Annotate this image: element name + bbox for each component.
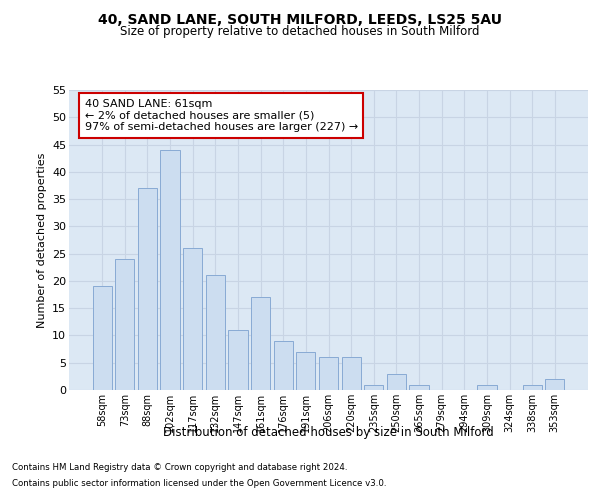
Text: Contains public sector information licensed under the Open Government Licence v3: Contains public sector information licen… — [12, 478, 386, 488]
Bar — [206, 276, 225, 390]
Bar — [364, 384, 383, 390]
Text: Distribution of detached houses by size in South Milford: Distribution of detached houses by size … — [163, 426, 494, 439]
Bar — [477, 384, 497, 390]
Bar — [274, 341, 293, 390]
Bar — [138, 188, 157, 390]
Bar — [296, 352, 316, 390]
Text: Size of property relative to detached houses in South Milford: Size of property relative to detached ho… — [120, 25, 480, 38]
Bar — [160, 150, 180, 390]
Bar — [523, 384, 542, 390]
Bar — [229, 330, 248, 390]
Bar — [251, 298, 270, 390]
Bar — [92, 286, 112, 390]
Bar — [387, 374, 406, 390]
Bar — [115, 259, 134, 390]
Bar — [319, 358, 338, 390]
Text: 40 SAND LANE: 61sqm
← 2% of detached houses are smaller (5)
97% of semi-detached: 40 SAND LANE: 61sqm ← 2% of detached hou… — [85, 99, 358, 132]
Bar — [545, 379, 565, 390]
Bar — [409, 384, 428, 390]
Bar — [341, 358, 361, 390]
Text: 40, SAND LANE, SOUTH MILFORD, LEEDS, LS25 5AU: 40, SAND LANE, SOUTH MILFORD, LEEDS, LS2… — [98, 12, 502, 26]
Text: Contains HM Land Registry data © Crown copyright and database right 2024.: Contains HM Land Registry data © Crown c… — [12, 464, 347, 472]
Bar — [183, 248, 202, 390]
Y-axis label: Number of detached properties: Number of detached properties — [37, 152, 47, 328]
